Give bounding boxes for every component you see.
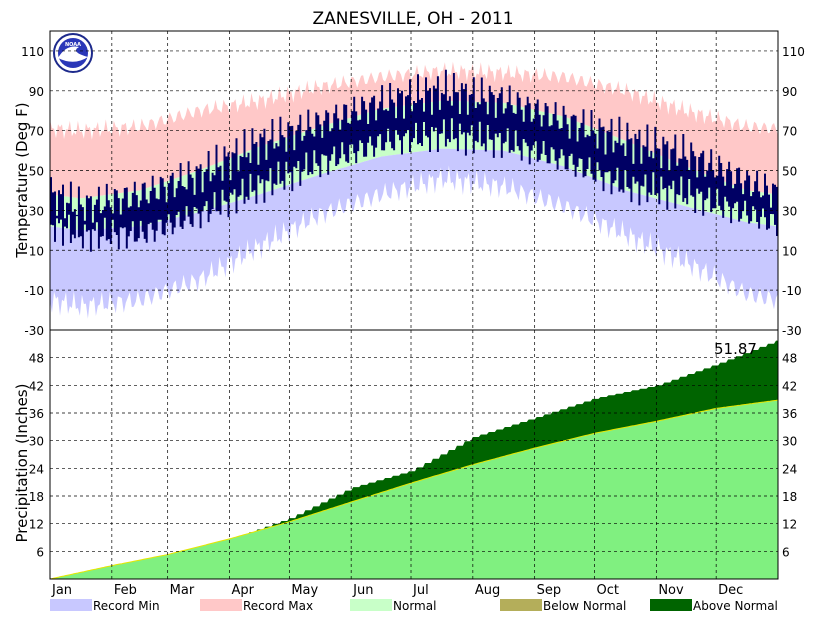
precip-tick-label-right: 6 [782, 545, 790, 559]
precip-tick-label-right: 30 [782, 435, 797, 449]
month-label: May [291, 583, 318, 598]
noaa-logo-text: NOAA [65, 42, 81, 48]
legend-label-normal: Normal [393, 599, 436, 613]
precipitation-axis-label: Precipitation (Inches) [13, 384, 31, 543]
normal-precip-area [50, 400, 778, 579]
legend-swatch-normal [350, 599, 392, 611]
temp-tick-label-left: 10 [29, 244, 44, 258]
month-label: Nov [658, 583, 684, 598]
temperature-axis-right: -10 10 30 50 70 90 110 -30 [782, 45, 805, 338]
legend-label-record-min: Record Min [93, 599, 160, 613]
month-axis: Jan Feb Mar Apr May Jun Jul Aug Sep Oct Nov Dec [51, 583, 743, 598]
temp-tick-label-right: -30 [782, 324, 802, 338]
precip-tick-label-left: 24 [29, 462, 44, 476]
legend-label-below-normal: Below Normal [543, 599, 626, 613]
legend-swatch-record-min [50, 599, 92, 611]
temp-tick-label-right: 70 [782, 125, 797, 139]
temp-tick-label-left: -10 [24, 284, 44, 298]
chart-title: ZANESVILLE, OH - 2011 [312, 9, 513, 29]
temp-tick-label-left: 50 [29, 165, 44, 179]
month-label: Jun [352, 583, 373, 598]
legend-swatch-above-normal [650, 599, 692, 611]
month-label: Mar [170, 583, 195, 598]
precipitation-grid [50, 330, 778, 579]
record-max-band [50, 61, 778, 199]
month-label: Apr [232, 583, 255, 598]
legend: Record Min Record Max Normal Below Normal Ab… [50, 599, 778, 613]
precip-tick-label-right: 24 [782, 462, 797, 476]
temperature-grid [50, 31, 778, 330]
noaa-logo-bird [58, 46, 88, 62]
precip-tick-label-left: 42 [29, 379, 44, 393]
precip-tick-label-right: 42 [782, 379, 797, 393]
temp-tick-label-right: 110 [782, 45, 805, 59]
temperature-axis-left: -10 10 30 50 70 90 110 -30 [21, 45, 44, 338]
precip-tick-label-right: 36 [782, 407, 797, 421]
precip-tick-label-left: 18 [29, 490, 44, 504]
month-label: Jul [412, 583, 429, 598]
legend-label-record-max: Record Max [243, 599, 313, 613]
precipitation-frame [49, 329, 779, 580]
precip-tick-label-right: 12 [782, 518, 797, 532]
precip-total-label: 51.87 [714, 340, 757, 358]
temperature-panel: -10 10 30 50 70 90 110 -30 -10 10 30 50 70 90 110 -30 [21, 31, 805, 338]
temp-tick-label-left: 90 [29, 85, 44, 99]
precipitation-axis-right: 6 12 18 24 30 36 42 48 [782, 352, 797, 560]
temp-tick-label-right: 10 [782, 244, 797, 258]
temp-tick-label-right: 90 [782, 85, 797, 99]
temp-tick-label-right: -10 [782, 284, 802, 298]
temp-tick-label-left: 110 [21, 45, 44, 59]
temperature-axis-label: Temperature (Deg F) [13, 102, 31, 258]
month-label: Sep [537, 583, 562, 598]
legend-swatch-record-max [200, 599, 242, 611]
precip-tick-label-left: 6 [36, 545, 44, 559]
month-label: Oct [597, 583, 619, 598]
precip-tick-label-right: 48 [782, 352, 797, 366]
precip-tick-label-left: 30 [29, 435, 44, 449]
legend-label-above-normal: Above Normal [693, 599, 778, 613]
legend-swatch-below-normal [500, 599, 542, 611]
month-label: Dec [718, 583, 743, 598]
temp-tick-label-left: 70 [29, 125, 44, 139]
precipitation-layers [49, 340, 779, 580]
precipitation-panel: 6 12 18 24 30 36 42 48 6 12 18 24 30 36 42 48 [29, 330, 797, 580]
precip-tick-label-left: 48 [29, 352, 44, 366]
month-label: Aug [475, 583, 500, 598]
month-label: Jan [51, 583, 72, 598]
precip-tick-label-right: 18 [782, 490, 797, 504]
temperature-layers [50, 61, 778, 319]
temp-tick-label-right: 30 [782, 204, 797, 218]
precipitation-axis-left: 6 12 18 24 30 36 42 48 [29, 352, 44, 560]
temp-tick-label-right: 50 [782, 165, 797, 179]
temp-tick-label-left: -30 [24, 324, 44, 338]
temp-tick-label-left: 30 [29, 204, 44, 218]
record-min-band [50, 148, 778, 319]
precip-tick-label-left: 36 [29, 407, 44, 421]
precip-tick-label-left: 12 [29, 518, 44, 532]
normal-band [50, 100, 778, 231]
month-label: Feb [114, 583, 137, 598]
observed-temperature-bars [50, 69, 778, 252]
noaa-logo: NOAA [53, 33, 93, 73]
